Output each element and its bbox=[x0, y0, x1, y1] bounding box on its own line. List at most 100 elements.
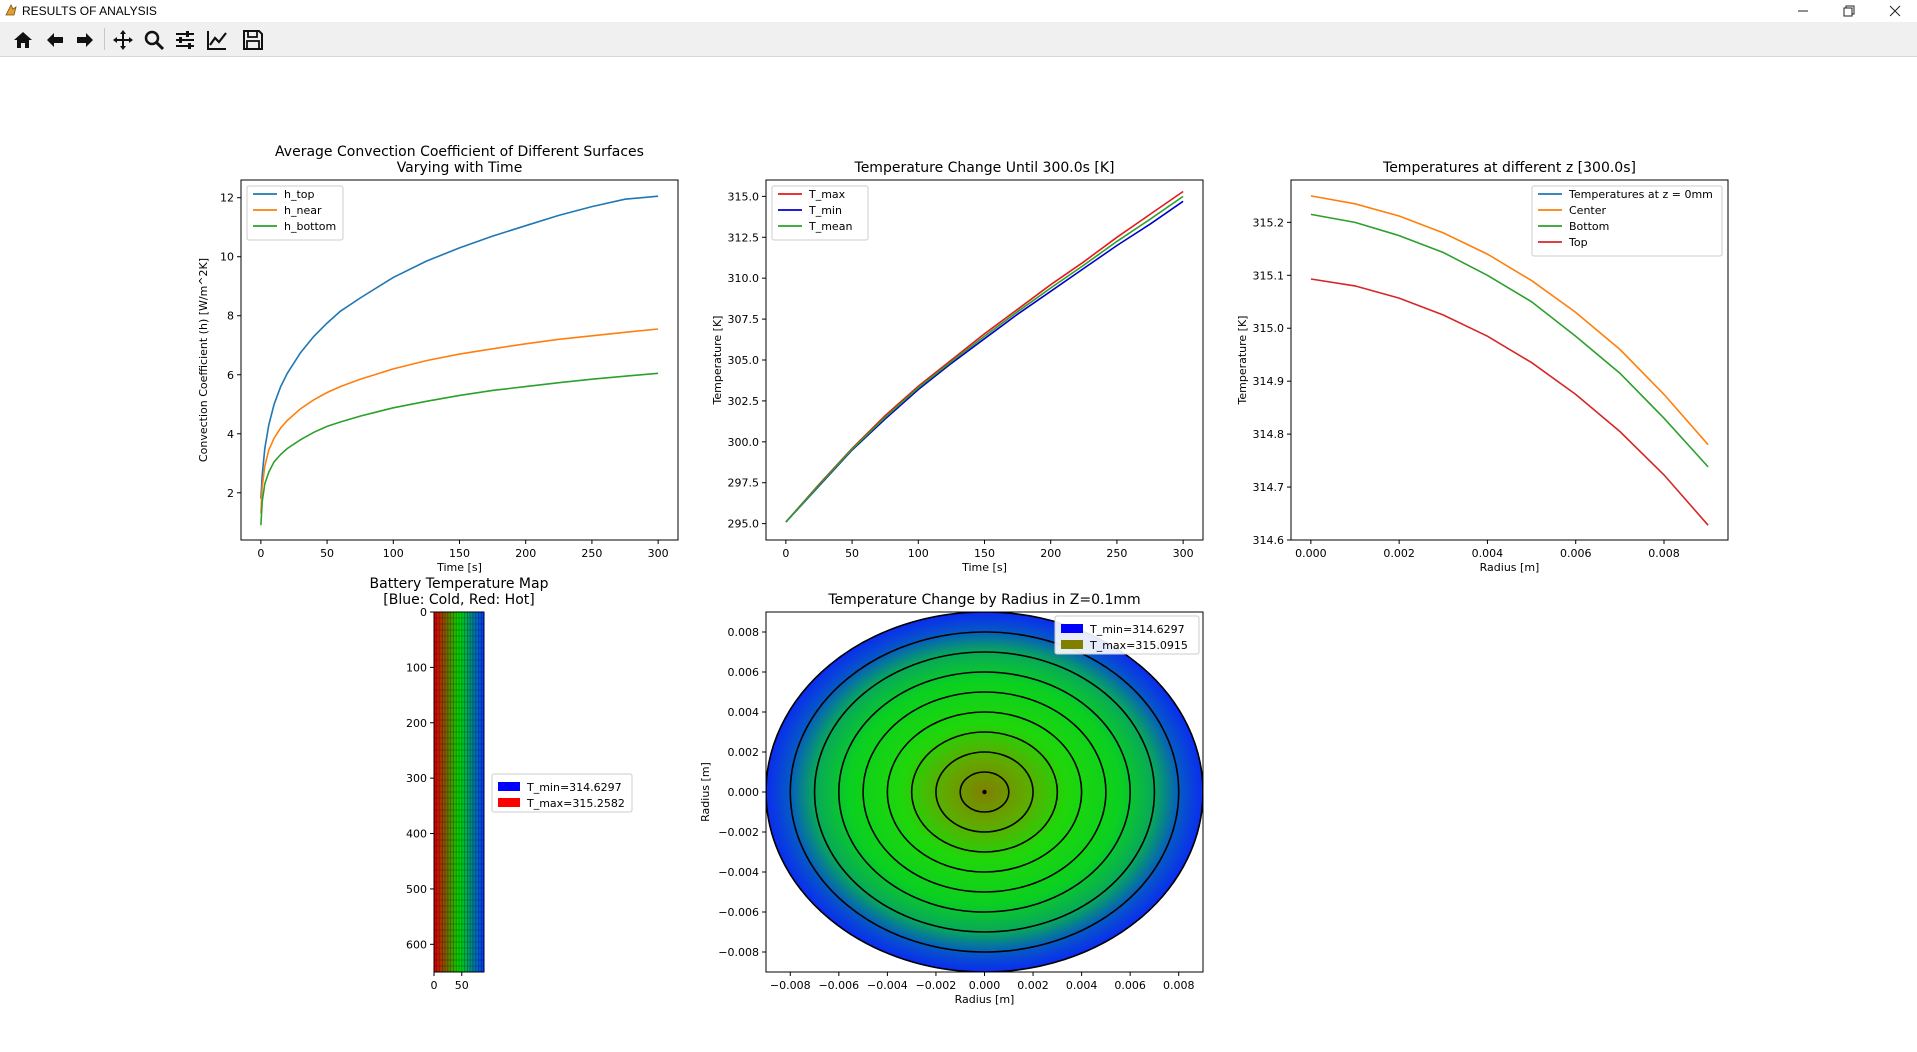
map-cell bbox=[459, 792, 462, 798]
close-button[interactable] bbox=[1872, 0, 1917, 22]
map-cell bbox=[476, 762, 479, 768]
map-cell bbox=[439, 870, 442, 876]
y-tick-label: 302.5 bbox=[728, 395, 760, 408]
map-cell bbox=[445, 936, 448, 942]
map-cell bbox=[470, 672, 473, 678]
map-cell bbox=[437, 714, 440, 720]
map-cell bbox=[473, 732, 476, 738]
map-cell bbox=[464, 648, 467, 654]
map-cell bbox=[473, 840, 476, 846]
map-cell bbox=[470, 630, 473, 636]
map-cell bbox=[456, 726, 459, 732]
map-cell bbox=[456, 744, 459, 750]
map-cell bbox=[439, 966, 442, 972]
map-cell bbox=[464, 870, 467, 876]
legend-label: Temperatures at z = 0mm bbox=[1568, 188, 1713, 201]
map-cell bbox=[459, 726, 462, 732]
map-cell bbox=[442, 618, 445, 624]
map-cell bbox=[456, 648, 459, 654]
map-cell bbox=[448, 714, 451, 720]
y-tick-label: 10 bbox=[220, 251, 234, 264]
map-cell bbox=[434, 708, 437, 714]
configure-subplots-button[interactable] bbox=[172, 27, 198, 53]
forward-button[interactable] bbox=[72, 27, 98, 53]
map-cell bbox=[453, 726, 456, 732]
window-title: RESULTS OF ANALYSIS bbox=[22, 4, 157, 18]
map-cell bbox=[437, 768, 440, 774]
map-cell bbox=[478, 798, 481, 804]
map-cell bbox=[445, 924, 448, 930]
map-cell bbox=[473, 948, 476, 954]
map-cell bbox=[453, 930, 456, 936]
map-cell bbox=[448, 648, 451, 654]
map-cell bbox=[456, 696, 459, 702]
minimize-button[interactable] bbox=[1780, 0, 1826, 22]
map-cell bbox=[476, 828, 479, 834]
map-cell bbox=[473, 936, 476, 942]
y-tick-label: 297.5 bbox=[728, 477, 760, 490]
map-cell bbox=[476, 792, 479, 798]
map-cell bbox=[467, 618, 470, 624]
map-cell bbox=[467, 648, 470, 654]
map-cell bbox=[434, 672, 437, 678]
map-cell bbox=[434, 744, 437, 750]
map-cell bbox=[464, 858, 467, 864]
pan-button[interactable] bbox=[110, 27, 136, 53]
map-cell bbox=[434, 918, 437, 924]
map-cell bbox=[481, 642, 484, 648]
map-cell bbox=[462, 924, 465, 930]
map-cell bbox=[473, 846, 476, 852]
y-tick-label: 315.1 bbox=[1253, 269, 1285, 282]
map-cell bbox=[451, 870, 454, 876]
customize-axes-button[interactable] bbox=[204, 27, 230, 53]
y-tick-label: 0 bbox=[420, 606, 427, 619]
map-column bbox=[445, 612, 449, 972]
map-cell bbox=[448, 780, 451, 786]
map-cell bbox=[445, 954, 448, 960]
map-cell bbox=[462, 744, 465, 750]
map-cell bbox=[442, 642, 445, 648]
zoom-button[interactable] bbox=[141, 27, 167, 53]
map-cell bbox=[451, 906, 454, 912]
map-cell bbox=[448, 942, 451, 948]
map-cell bbox=[453, 924, 456, 930]
map-cell bbox=[434, 858, 437, 864]
map-cell bbox=[442, 666, 445, 672]
map-cell bbox=[470, 756, 473, 762]
x-tick-label: −0.006 bbox=[818, 979, 859, 992]
map-cell bbox=[467, 750, 470, 756]
map-cell bbox=[439, 810, 442, 816]
map-cell bbox=[459, 864, 462, 870]
map-cell bbox=[462, 822, 465, 828]
map-column bbox=[436, 612, 440, 972]
map-cell bbox=[470, 870, 473, 876]
save-button[interactable] bbox=[240, 27, 266, 53]
map-cell bbox=[476, 858, 479, 864]
map-cell bbox=[453, 786, 456, 792]
restore-button[interactable] bbox=[1826, 0, 1872, 22]
map-cell bbox=[439, 630, 442, 636]
home-button[interactable] bbox=[10, 27, 36, 53]
map-cell bbox=[442, 768, 445, 774]
map-cell bbox=[478, 864, 481, 870]
map-cell bbox=[473, 780, 476, 786]
map-cell bbox=[437, 960, 440, 966]
map-cell bbox=[459, 714, 462, 720]
map-cell bbox=[476, 816, 479, 822]
map-cell bbox=[459, 882, 462, 888]
back-button[interactable] bbox=[42, 27, 68, 53]
map-cell bbox=[478, 870, 481, 876]
map-cell bbox=[445, 882, 448, 888]
map-cell bbox=[462, 636, 465, 642]
map-cell bbox=[442, 750, 445, 756]
map-cell bbox=[437, 696, 440, 702]
map-cell bbox=[481, 960, 484, 966]
map-cell bbox=[478, 726, 481, 732]
map-cell bbox=[462, 648, 465, 654]
legend-label: h_near bbox=[284, 204, 322, 217]
map-cell bbox=[462, 630, 465, 636]
isotherm-ring bbox=[789, 631, 1180, 953]
map-cell bbox=[478, 810, 481, 816]
map-cell bbox=[456, 876, 459, 882]
map-cell bbox=[434, 912, 437, 918]
